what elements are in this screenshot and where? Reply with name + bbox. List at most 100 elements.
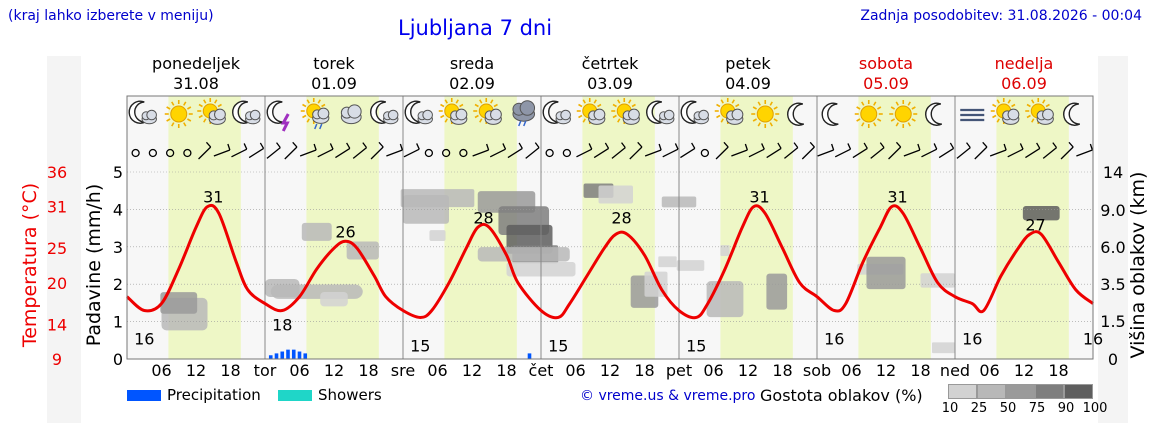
location-hint-link[interactable]: (kraj lahko izberete v meniju) <box>8 8 214 24</box>
wind-barb-feather <box>621 142 626 149</box>
sun-ray <box>444 118 448 123</box>
wind-barb-feather <box>378 141 384 148</box>
sun-ray <box>716 103 721 108</box>
wind-barb <box>989 149 1007 157</box>
precipitation-bar <box>274 353 279 359</box>
day-date-label: 01.09 <box>311 74 357 93</box>
x-hour-label: 12 <box>324 361 344 380</box>
wind-barb-feather <box>1089 143 1093 151</box>
wind-barb-feather <box>276 142 281 149</box>
x-day-abbrev-label: ned <box>940 361 970 380</box>
temperature-data-label: 16 <box>1083 330 1103 349</box>
sun-ray <box>1026 103 1031 108</box>
day-name-label: sreda <box>450 54 494 73</box>
temperature-data-label: 26 <box>335 222 355 241</box>
cloud-density-patch <box>477 247 570 262</box>
wind-barb-feather <box>604 142 610 149</box>
wind-barb <box>956 147 971 159</box>
calm-wind-symbol <box>700 148 710 158</box>
wind-barb <box>731 149 748 157</box>
cloud-shape <box>455 108 468 121</box>
sun-ray <box>773 106 778 110</box>
sun-ray <box>996 118 1000 123</box>
x-hour-label: 18 <box>358 361 378 380</box>
cloud-density-patch <box>766 273 788 310</box>
sun-ray <box>769 122 773 127</box>
wind-barb-feather <box>637 141 643 148</box>
wind-barb <box>921 148 938 158</box>
sun-cloud-icon <box>438 98 468 125</box>
wind-barb-feather <box>777 142 782 149</box>
cloud-shape <box>519 100 536 116</box>
sun-ray <box>1045 103 1050 108</box>
x-hour-label: 06 <box>565 361 585 380</box>
wind-barb-feather <box>744 143 748 151</box>
sun-cloud-icon <box>714 98 744 125</box>
cloud-scale-label: 100 <box>1082 401 1108 416</box>
wind-barb-feather <box>949 142 955 149</box>
precipitation-legend-label: Precipitation <box>167 386 261 404</box>
cloud-height-tick-label: 1.5 <box>1100 312 1125 331</box>
x-hour-label: 06 <box>841 361 861 380</box>
wind-barb <box>1042 147 1057 159</box>
wind-barb <box>748 148 765 158</box>
wind-barb-feather <box>895 141 902 148</box>
sun-ray <box>183 122 187 127</box>
credit-link[interactable]: © vreme.us & vreme.pro <box>580 388 756 404</box>
moon-shape <box>1063 102 1081 126</box>
wind-barb <box>834 148 851 158</box>
day-date-label: 31.08 <box>173 74 219 93</box>
sun-ray <box>198 103 203 108</box>
sun-ray <box>578 114 583 119</box>
sun-ray <box>187 106 192 110</box>
rain-drop <box>523 120 527 127</box>
wind-barb <box>1025 147 1041 159</box>
cloud-height-tick-label: 0 <box>1108 350 1118 369</box>
sun-ray <box>1026 114 1031 119</box>
moon-shape <box>266 100 284 124</box>
wind-barb-feather <box>674 143 679 150</box>
wind-barb <box>766 147 782 159</box>
sun-ray <box>731 99 735 104</box>
cloud-shape <box>249 109 261 121</box>
plot-frame <box>126 95 1094 360</box>
temperature-data-label: 16 <box>134 330 154 349</box>
wind-barb-feather <box>259 142 265 149</box>
wind-barb-feather <box>227 143 231 151</box>
temperature-tick-label: 20 <box>47 274 67 293</box>
wind-barb <box>1060 146 1074 160</box>
cloud-shape <box>593 108 606 121</box>
wind-barb <box>611 147 626 159</box>
sun-ray <box>752 106 757 110</box>
cloud-height-tick-label: 14 <box>1103 163 1123 182</box>
precipitation-bar <box>268 355 273 359</box>
wind-barb-feather <box>292 141 298 148</box>
temperature-data-label: 16 <box>962 330 982 349</box>
sun-ray <box>628 99 632 104</box>
wind-barb <box>403 148 420 158</box>
temperature-data-label: 18 <box>272 316 292 335</box>
cloud-scale-label: 50 <box>999 401 1017 416</box>
cloud-shape <box>560 109 571 121</box>
wind-barb <box>472 149 489 157</box>
temperature-data-label: 31 <box>203 188 223 207</box>
sun-ray <box>317 99 321 104</box>
sun-ray <box>203 118 207 123</box>
right-margin-strip <box>1098 56 1128 423</box>
wind-barb <box>370 146 384 160</box>
sun-ray <box>757 101 761 106</box>
moon-shape <box>787 102 805 126</box>
sun-ray <box>877 118 882 122</box>
cloud-density-patch <box>320 291 348 307</box>
moon-icon <box>925 102 943 126</box>
day-name-label: četrtek <box>582 54 640 73</box>
wind-barb <box>784 147 799 159</box>
cloud-shape <box>146 109 157 121</box>
wind-barb-feather <box>863 142 868 149</box>
sun-ray <box>444 99 448 104</box>
sun-ray <box>582 118 586 123</box>
wind-barb-feather <box>502 143 507 150</box>
sun-disc <box>756 105 774 123</box>
cloud-density-patch <box>1022 205 1060 221</box>
